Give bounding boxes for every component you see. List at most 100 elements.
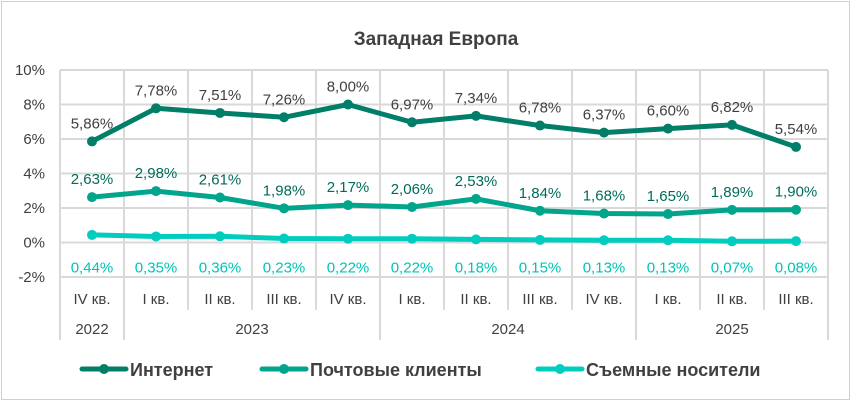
legend-marker	[99, 364, 109, 374]
data-point	[535, 205, 545, 216]
data-label: 0,22%	[327, 260, 370, 277]
data-label: 7,26%	[263, 91, 306, 108]
data-label: 6,37%	[583, 107, 626, 124]
data-label: 6,60%	[647, 103, 690, 120]
data-point	[791, 204, 801, 215]
data-point	[599, 208, 609, 219]
x-tick-label: II кв.	[460, 291, 491, 308]
data-point	[87, 136, 97, 147]
data-point	[471, 234, 481, 245]
data-point	[791, 141, 801, 152]
x-tick-label: III кв.	[522, 291, 557, 308]
x-tick-label: II кв.	[204, 291, 235, 308]
y-tick-label: -2%	[18, 269, 45, 286]
data-label: 1,65%	[647, 188, 690, 205]
x-tick-label: I кв.	[654, 291, 681, 308]
data-label: 7,78%	[135, 82, 178, 99]
data-point	[663, 209, 673, 220]
data-label: 6,78%	[519, 100, 562, 117]
x-year-label: 2022	[75, 321, 108, 338]
data-point	[151, 231, 161, 242]
data-point	[279, 233, 289, 244]
data-label: 1,98%	[263, 182, 306, 199]
x-tick-label: I кв.	[398, 291, 425, 308]
chart-title: Западная Европа	[354, 29, 519, 50]
data-label: 0,35%	[135, 260, 178, 277]
data-point	[407, 233, 417, 244]
data-point	[343, 99, 353, 110]
series-line	[90, 102, 797, 150]
data-point	[663, 235, 673, 246]
x-tick-label: III кв.	[778, 291, 813, 308]
x-year-label: 2025	[715, 321, 748, 338]
data-point	[727, 236, 737, 247]
data-point	[87, 229, 97, 240]
data-point	[471, 110, 481, 121]
x-tick-label: II кв.	[716, 291, 747, 308]
data-point	[279, 112, 289, 123]
x-tick-label: IV кв.	[585, 291, 622, 308]
series-line	[91, 232, 797, 244]
data-label: 5,54%	[775, 121, 818, 138]
legend-marker	[555, 364, 565, 374]
legend-label: Интернет	[130, 360, 213, 380]
data-label: 0,13%	[583, 260, 626, 277]
legend-item: Почтовые клиенты	[259, 360, 482, 380]
data-point	[215, 231, 225, 242]
data-label: 1,68%	[583, 188, 626, 205]
data-point	[407, 201, 417, 212]
data-point	[535, 120, 545, 131]
data-point	[215, 107, 225, 118]
data-point	[599, 235, 609, 246]
data-label: 2,06%	[391, 181, 434, 198]
data-label: 1,90%	[775, 184, 818, 201]
data-label: 0,44%	[71, 260, 114, 277]
data-label: 0,07%	[711, 260, 754, 277]
data-point	[535, 234, 545, 245]
data-label: 6,97%	[391, 96, 434, 113]
x-year-label: 2024	[491, 321, 524, 338]
data-label: 1,89%	[711, 184, 754, 201]
data-point	[343, 233, 353, 244]
legend-marker	[279, 364, 289, 374]
data-label: 7,51%	[199, 87, 242, 104]
data-point	[151, 186, 161, 197]
data-point	[727, 119, 737, 130]
y-tick-label: 4%	[23, 166, 45, 183]
legend-label: Почтовые клиенты	[310, 360, 482, 380]
legend-label: Съемные носители	[586, 360, 761, 380]
data-point	[407, 117, 417, 128]
y-tick-label: 2%	[23, 200, 45, 217]
data-label: 2,17%	[327, 179, 370, 196]
data-label: 1,84%	[519, 185, 562, 202]
y-tick-label: 8%	[23, 97, 45, 114]
data-point	[727, 204, 737, 215]
data-label: 2,53%	[455, 173, 498, 190]
x-tick-label: III кв.	[266, 291, 301, 308]
data-point	[471, 193, 481, 204]
data-label: 0,15%	[519, 260, 562, 277]
x-tick-label: I кв.	[142, 291, 169, 308]
data-label: 0,08%	[775, 260, 818, 277]
data-point	[215, 192, 225, 203]
y-tick-label: 0%	[23, 235, 45, 252]
data-point	[343, 200, 353, 211]
data-label: 8,00%	[327, 79, 370, 96]
data-label: 0,22%	[391, 260, 434, 277]
data-label: 6,82%	[711, 99, 754, 116]
data-point	[279, 203, 289, 214]
data-point	[791, 236, 801, 247]
data-label: 0,36%	[199, 260, 242, 277]
data-label: 0,18%	[455, 260, 498, 277]
y-tick-label: 10%	[15, 62, 45, 79]
series-line	[91, 188, 797, 217]
x-year-label: 2023	[235, 321, 268, 338]
data-label: 0,13%	[647, 260, 690, 277]
data-point	[151, 103, 161, 114]
x-tick-label: IV кв.	[73, 291, 110, 308]
data-label: 2,98%	[135, 165, 178, 182]
x-tick-label: IV кв.	[329, 291, 366, 308]
data-label: 0,23%	[263, 260, 306, 277]
data-point	[87, 192, 97, 203]
